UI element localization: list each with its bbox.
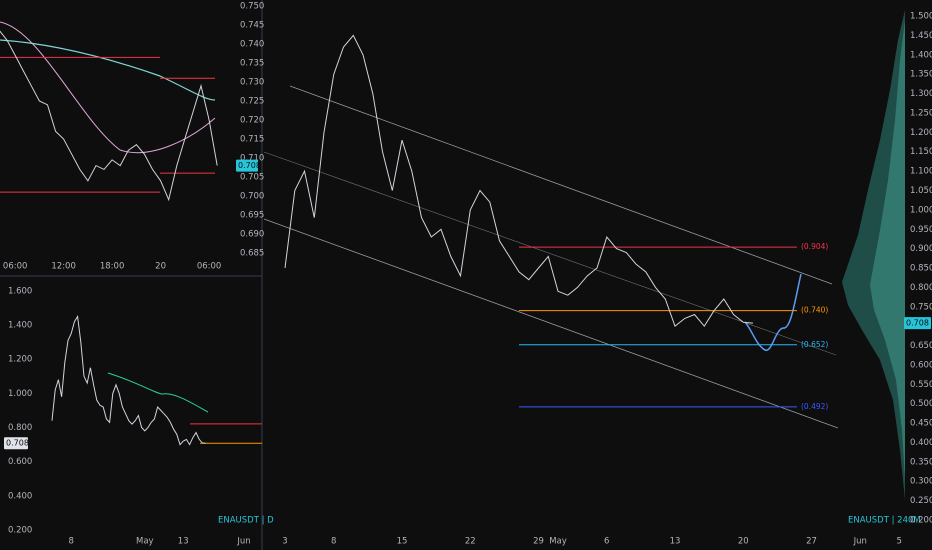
y-tick-label: 0.500 — [910, 399, 932, 409]
x-tick-label: Jun — [853, 537, 867, 547]
y-tick-label: 1.600 — [8, 286, 32, 296]
price-line — [0, 30, 218, 202]
y-tick-label: 0.705 — [240, 172, 264, 182]
y-tick-label: 1.200 — [8, 355, 32, 365]
x-tick-label: 13 — [670, 537, 681, 547]
y-tick-label: 0.750 — [240, 2, 264, 12]
x-tick-label: 15 — [397, 537, 408, 547]
y-tick-label: 0.715 — [240, 134, 264, 144]
channel-line — [263, 151, 837, 356]
price-tag-label: 0.708 — [906, 319, 929, 328]
y-tick-label: 1.150 — [910, 147, 932, 157]
symbol-label: ENAUSDT | D — [218, 516, 274, 526]
level-label: (0.904) — [801, 242, 828, 251]
channel-line — [263, 218, 839, 429]
y-tick-label: 0.400 — [910, 438, 932, 448]
y-tick-label: 0.690 — [240, 229, 264, 239]
y-tick-label: 1.200 — [910, 128, 932, 138]
x-tick-label: 27 — [806, 537, 817, 547]
y-tick-label: 0.200 — [8, 525, 32, 535]
price-line — [284, 34, 754, 328]
level-label: (0.740) — [801, 306, 828, 315]
x-tick-label: 20 — [155, 262, 166, 272]
x-tick-label: 8 — [331, 537, 336, 547]
y-tick-label: 0.710 — [240, 153, 264, 163]
y-tick-label: 0.600 — [8, 457, 32, 467]
price-tag-label: 0.708 — [6, 439, 29, 448]
y-tick-label: 1.050 — [910, 186, 932, 196]
moving-average — [107, 372, 209, 413]
price-tag-label: 0.708 — [238, 161, 261, 170]
y-tick-label: 0.250 — [910, 496, 932, 506]
price-tag — [904, 317, 931, 330]
x-tick-label: 22 — [465, 537, 476, 547]
x-tick-label: May — [549, 537, 567, 547]
y-tick-label: 1.100 — [910, 167, 932, 177]
y-tick-label: 1.300 — [910, 89, 932, 99]
x-tick-label: 13 — [178, 537, 189, 547]
y-tick-label: 0.300 — [910, 477, 932, 487]
y-tick-label: 0.550 — [910, 380, 932, 390]
y-tick-label: 0.850 — [910, 264, 932, 274]
y-tick-label: 0.735 — [240, 59, 264, 69]
y-tick-label: 1.350 — [910, 70, 932, 80]
y-tick-label: 0.450 — [910, 419, 932, 429]
volume-profile — [842, 10, 905, 500]
x-tick-label: Jun — [236, 537, 250, 547]
y-tick-label: 0.350 — [910, 457, 932, 467]
volume-profile — [870, 20, 905, 480]
y-tick-label: 1.450 — [910, 31, 932, 41]
y-tick-label: 0.725 — [240, 97, 264, 107]
y-tick-label: 0.600 — [910, 360, 932, 370]
y-tick-label: 0.400 — [8, 491, 32, 501]
x-tick-label: 06:00 — [3, 262, 28, 272]
y-tick-label: 0.800 — [910, 283, 932, 293]
y-tick-label: 1.400 — [8, 321, 32, 331]
x-tick-label: 18:00 — [100, 262, 125, 272]
y-tick-label: 1.000 — [8, 389, 32, 399]
y-tick-label: 0.695 — [240, 210, 264, 220]
x-tick-label: 5 — [897, 537, 902, 547]
y-tick-label: 1.400 — [910, 50, 932, 60]
x-tick-label: 29 — [533, 537, 544, 547]
y-tick-label: 0.740 — [240, 40, 264, 50]
y-tick-label: 1.250 — [910, 108, 932, 118]
x-tick-label: May — [136, 537, 154, 547]
x-tick-label: 6 — [604, 537, 609, 547]
channel-line — [289, 85, 833, 285]
y-tick-label: 0.750 — [910, 302, 932, 312]
y-tick-label: 0.800 — [8, 423, 32, 433]
x-tick-label: 8 — [68, 537, 73, 547]
x-tick-label: 06:00 — [197, 262, 222, 272]
y-tick-label: 0.730 — [240, 78, 264, 88]
y-tick-label: 0.650 — [910, 341, 932, 351]
level-label: (0.492) — [801, 402, 828, 411]
y-tick-label: 0.685 — [240, 248, 264, 258]
y-tick-label: 1.500 — [910, 12, 932, 22]
x-tick-label: 20 — [738, 537, 749, 547]
price-line — [51, 315, 206, 446]
y-tick-label: 0.745 — [240, 21, 264, 31]
x-tick-label: 12:00 — [51, 262, 76, 272]
y-tick-label: 0.900 — [910, 244, 932, 254]
symbol-label: ENAUSDT | 240M — [848, 516, 921, 526]
y-tick-label: 0.720 — [240, 116, 264, 126]
price-tag — [236, 159, 258, 172]
moving-average — [0, 39, 216, 101]
y-tick-label: 0.950 — [910, 225, 932, 235]
y-tick-label: 0.700 — [240, 191, 264, 201]
price-tag — [4, 437, 28, 450]
y-tick-label: 0.200 — [910, 516, 932, 526]
x-tick-label: 3 — [282, 537, 287, 547]
projection-path — [744, 273, 802, 351]
level-label: (0.652) — [801, 340, 828, 349]
y-tick-label: 1.000 — [910, 205, 932, 215]
